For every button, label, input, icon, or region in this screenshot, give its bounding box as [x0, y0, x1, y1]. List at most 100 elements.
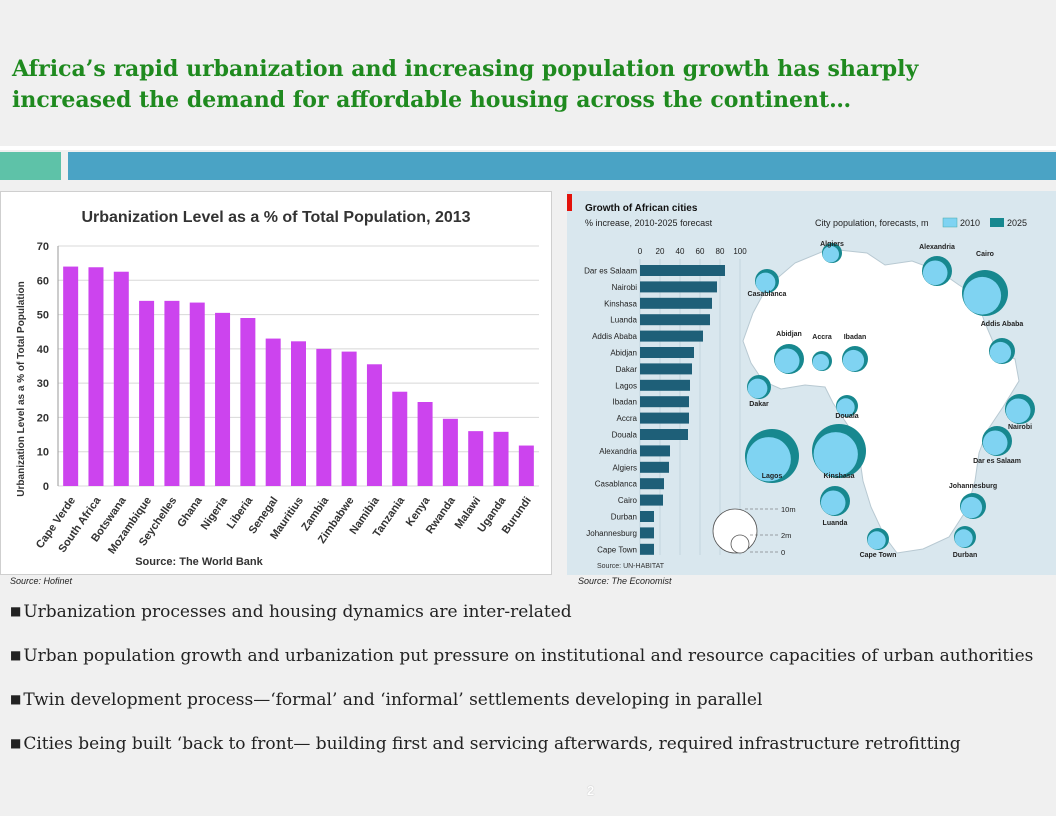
map-legend-title: City population, forecasts, m	[815, 218, 929, 228]
chart-source-label: Source: The World Bank	[135, 556, 263, 568]
bar	[341, 351, 357, 486]
city-bubble-2010	[747, 378, 768, 399]
bullet-item: ■ Urban population growth and urbanizatio…	[10, 644, 1040, 668]
urbanization-chart: Urbanization Level as a % of Total Popul…	[16, 209, 539, 568]
accent-band-teal	[0, 152, 61, 180]
growth-category-label: Abidjan	[610, 349, 637, 358]
size-legend-10m: 10m	[781, 505, 796, 514]
slide-title: Africa’s rapid urbanization and increasi…	[12, 54, 1042, 116]
bar	[442, 418, 458, 486]
city-label: Addis Ababa	[981, 321, 1024, 328]
city-label: Nairobi	[1008, 424, 1032, 431]
growth-bar	[640, 429, 688, 440]
city-label: Abidjan	[776, 331, 802, 338]
bullet-square-icon: ■	[10, 604, 22, 618]
growth-bar	[640, 543, 654, 555]
growth-x-tick: 20	[656, 247, 665, 256]
city-bubble-2010	[842, 349, 865, 372]
growth-category-label: Algiers	[613, 463, 637, 472]
size-legend-2m: 2m	[781, 531, 791, 540]
y-tick-label: 30	[37, 378, 49, 390]
city-label: Luanda	[823, 520, 848, 527]
city-label: Cape Town	[860, 552, 897, 559]
bullet-text: Urbanization processes and housing dynam…	[23, 602, 572, 622]
growth-bar	[640, 281, 717, 293]
city-bubble-2010	[1005, 398, 1031, 424]
city-bubble-2010	[922, 260, 948, 286]
growth-category-label: Nairobi	[612, 283, 638, 292]
bullet-text: Cities being built ‘back to front— build…	[23, 734, 961, 754]
bullet-list: ■ Urbanization processes and housing dyna…	[10, 600, 1040, 776]
growth-x-tick: 0	[638, 247, 643, 256]
y-tick-label: 40	[37, 344, 49, 356]
city-label: Ibadan	[844, 334, 867, 341]
y-axis-label: Urbanization Level as a % of Total Popul…	[16, 281, 27, 496]
growth-bar	[640, 347, 694, 358]
source-left: Source: Hofinet	[10, 576, 73, 586]
bar	[164, 300, 180, 486]
growth-bar	[640, 478, 664, 490]
city-bubble-2010	[812, 354, 829, 371]
growth-category-label: Johannesburg	[586, 529, 637, 538]
growth-bar	[640, 445, 670, 457]
y-tick-label: 10	[37, 447, 49, 459]
bullet-text: Twin development process—‘formal’ and ‘i…	[23, 690, 763, 710]
size-legend-circle-small	[730, 534, 750, 554]
size-legend-0: 0	[781, 548, 785, 557]
city-bubble-2010	[954, 529, 973, 548]
growth-chart-subtitle: % increase, 2010-2025 forecast	[585, 218, 713, 228]
bullet-square-icon: ■	[10, 692, 22, 706]
y-tick-label: 20	[37, 412, 49, 424]
bar	[291, 341, 306, 486]
africa-map-shape	[742, 248, 1020, 554]
y-tick-label: 70	[37, 241, 49, 253]
page-number: 2	[587, 783, 595, 798]
growth-category-label: Addis Ababa	[592, 332, 637, 341]
bar	[139, 300, 155, 486]
bar	[113, 271, 129, 486]
bar	[316, 348, 332, 486]
city-bubble-2010	[836, 398, 855, 417]
bullet-item: ■ Urbanization processes and housing dyna…	[10, 600, 1040, 624]
city-label: Douala	[835, 413, 858, 420]
city-bubble-2010	[982, 430, 1008, 456]
african-cities-chart: Growth of African cities % increase, 201…	[567, 194, 1035, 570]
growth-category-label: Kinshasa	[604, 299, 637, 308]
bar	[215, 312, 231, 486]
bar	[493, 431, 509, 486]
growth-bar	[640, 412, 689, 424]
growth-x-tick: 40	[676, 247, 685, 256]
growth-category-label: Lagos	[615, 381, 637, 390]
growth-category-label: Cairo	[618, 496, 638, 505]
bar	[189, 302, 205, 486]
growth-x-tick: 100	[733, 247, 747, 256]
city-label: Kinshasa	[823, 473, 854, 480]
growth-bar	[640, 314, 710, 326]
growth-category-label: Ibadan	[613, 398, 637, 407]
city-bubble-2010	[746, 437, 791, 482]
growth-category-label: Durban	[611, 513, 637, 522]
bullet-square-icon: ■	[10, 736, 22, 750]
city-bubble-2010	[774, 348, 800, 374]
bar	[88, 267, 104, 486]
bullet-square-icon: ■	[10, 648, 22, 662]
city-bubble-2010	[755, 272, 776, 293]
city-label: Dar es Salaam	[973, 458, 1021, 465]
growth-category-label: Cape Town	[597, 545, 637, 554]
growth-category-label: Dakar	[616, 365, 638, 374]
slide-title-line-2: increased the demand for affordable hous…	[12, 87, 852, 113]
chart-title: Urbanization Level as a % of Total Popul…	[81, 209, 470, 226]
growth-bar	[640, 494, 663, 506]
city-label: Casablanca	[748, 291, 787, 298]
red-accent-bar	[567, 194, 572, 211]
growth-category-label: Dar es Salaam	[584, 267, 637, 276]
growth-bar	[640, 461, 669, 473]
city-label: Algiers	[820, 241, 844, 248]
growth-bar	[640, 511, 654, 522]
bar	[63, 266, 79, 486]
slide-title-line-1: Africa’s rapid urbanization and increasi…	[12, 56, 919, 82]
city-bubble-2010	[963, 276, 1002, 315]
city-label: Durban	[953, 552, 978, 559]
x-tick-label: Nigeria	[199, 494, 231, 532]
growth-bar	[640, 363, 692, 375]
